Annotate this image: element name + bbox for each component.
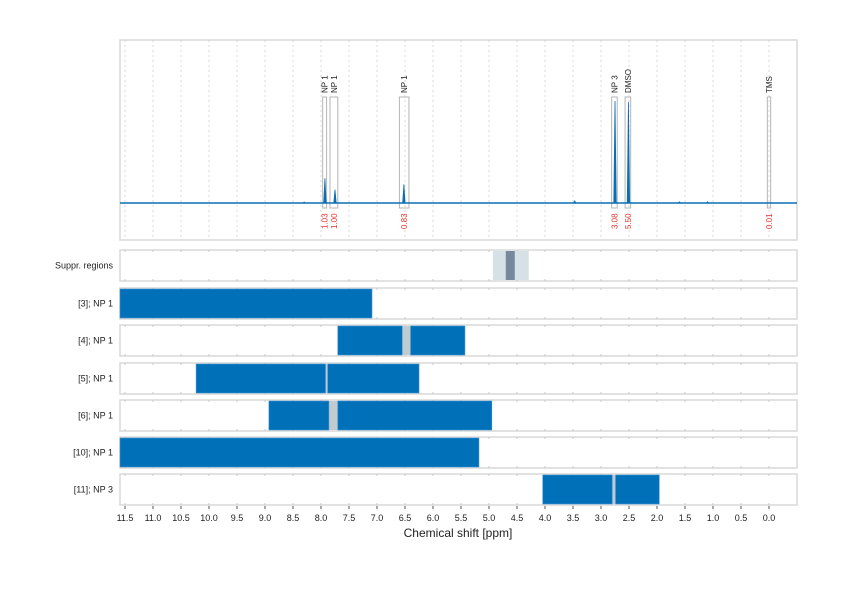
spectrum-peak (333, 189, 337, 204)
spectrum-peak (573, 200, 577, 204)
track-label: [3]; NP 1 (78, 299, 113, 309)
spectrum-peak (613, 101, 617, 204)
integral-value: 1.00 (330, 213, 339, 229)
x-tick-label: 9.5 (231, 513, 244, 523)
track-row: [6]; NP 1 (78, 399, 798, 432)
x-tick-label: 11.5 (117, 513, 134, 523)
region-bar (119, 437, 480, 468)
region-bar (410, 325, 466, 356)
x-axis-label: Chemical shift [ppm] (404, 526, 513, 540)
x-tick-label: 1.0 (707, 513, 720, 523)
spectrum-peak (302, 201, 306, 204)
spectrum-peak (626, 102, 631, 204)
spectrum-frame (119, 39, 798, 241)
track-label: [5]; NP 1 (78, 374, 113, 384)
region-bar (337, 400, 493, 431)
track-row: [10]; NP 1 (73, 436, 798, 469)
integral-value: 3.08 (610, 213, 619, 229)
region-gap (612, 475, 616, 504)
peak-region-box (398, 96, 410, 209)
region-bar (337, 325, 403, 356)
region-gap (328, 401, 338, 430)
region-gap (325, 364, 328, 393)
peak-region-box (624, 96, 632, 209)
x-tick-label: 8.5 (287, 513, 300, 523)
peak-label: DMSO (624, 69, 633, 93)
spectrum-panel: NP 1 1.03 NP 1 1.00 NP 1 0.83 NP 3 3.08 DMSO 5.50… (119, 39, 798, 241)
peak-label: NP 1 (330, 75, 339, 93)
peak-label: TMS (765, 76, 774, 93)
track-frame (119, 473, 798, 506)
track-label: [11]; NP 3 (74, 485, 113, 495)
x-tick-label: 6.0 (427, 513, 440, 523)
integral-value: 1.03 (321, 213, 330, 229)
x-tick-label: 4.0 (539, 513, 552, 523)
x-tick-label: 11.0 (145, 513, 162, 523)
region-gap (402, 326, 411, 355)
peak-region-box (611, 96, 618, 209)
x-tick-label: 0.5 (735, 513, 748, 523)
x-tick-label: 5.5 (455, 513, 468, 523)
peak-label: NP 1 (321, 75, 330, 93)
region-tracks: Suppr. regions [3]; NP 1 [4]; NP 1 [5]; NP … (55, 249, 798, 506)
region-bar (268, 400, 330, 431)
region-bar (119, 288, 373, 319)
track-label: Suppr. regions (55, 261, 114, 271)
spectrum-peak (323, 178, 327, 204)
x-axis: 11.5 11.0 10.5 10.0 9.5 9.0 8.5 8.0 7.5 7.0 6.5 6.0… (117, 506, 776, 523)
x-tick-label: 7.5 (343, 513, 356, 523)
spectrum-peak (402, 184, 406, 204)
peak-label: NP 3 (610, 75, 619, 93)
x-tick-label: 2.0 (651, 513, 664, 523)
spectrum-peak (677, 201, 681, 204)
peak-region-box (322, 96, 328, 209)
peak-label: NP 1 (400, 75, 409, 93)
x-tick-label: 9.0 (259, 513, 272, 523)
integral-value: 5.50 (624, 213, 633, 229)
suppressed-region-core (505, 251, 515, 280)
track-frame (119, 249, 798, 282)
x-tick-label: 8.0 (315, 513, 328, 523)
x-tick-label: 3.5 (567, 513, 580, 523)
track-row: [11]; NP 3 (74, 473, 798, 506)
x-tick-label: 4.5 (511, 513, 524, 523)
x-tick-label: 0.0 (763, 513, 776, 523)
track-label: [6]; NP 1 (78, 411, 113, 421)
x-tick-label: 6.5 (399, 513, 412, 523)
x-tick-label: 10.5 (172, 513, 190, 523)
track-label: [4]; NP 1 (78, 336, 113, 346)
peak-region-box (766, 96, 772, 209)
track-row: [4]; NP 1 (78, 324, 798, 357)
x-tick-label: 7.0 (371, 513, 384, 523)
track-label: [10]; NP 1 (73, 448, 113, 458)
region-bar (615, 474, 660, 505)
track-row: [3]; NP 1 (78, 287, 798, 320)
integral-value: 0.01 (765, 213, 774, 229)
integral-value: 0.83 (400, 213, 409, 229)
x-tick-label: 2.5 (623, 513, 636, 523)
region-bar (195, 363, 326, 394)
x-tick-label: 1.5 (679, 513, 692, 523)
x-tick-label: 10.0 (200, 513, 218, 523)
region-bar (327, 363, 420, 394)
track-row: [5]; NP 1 (78, 362, 798, 395)
track-row: Suppr. regions (55, 249, 798, 282)
x-tick-label: 3.0 (595, 513, 608, 523)
spectrum-peak (705, 201, 709, 204)
peak-region-box (329, 96, 339, 209)
x-tick-label: 5.0 (483, 513, 496, 523)
region-bar (542, 474, 613, 505)
